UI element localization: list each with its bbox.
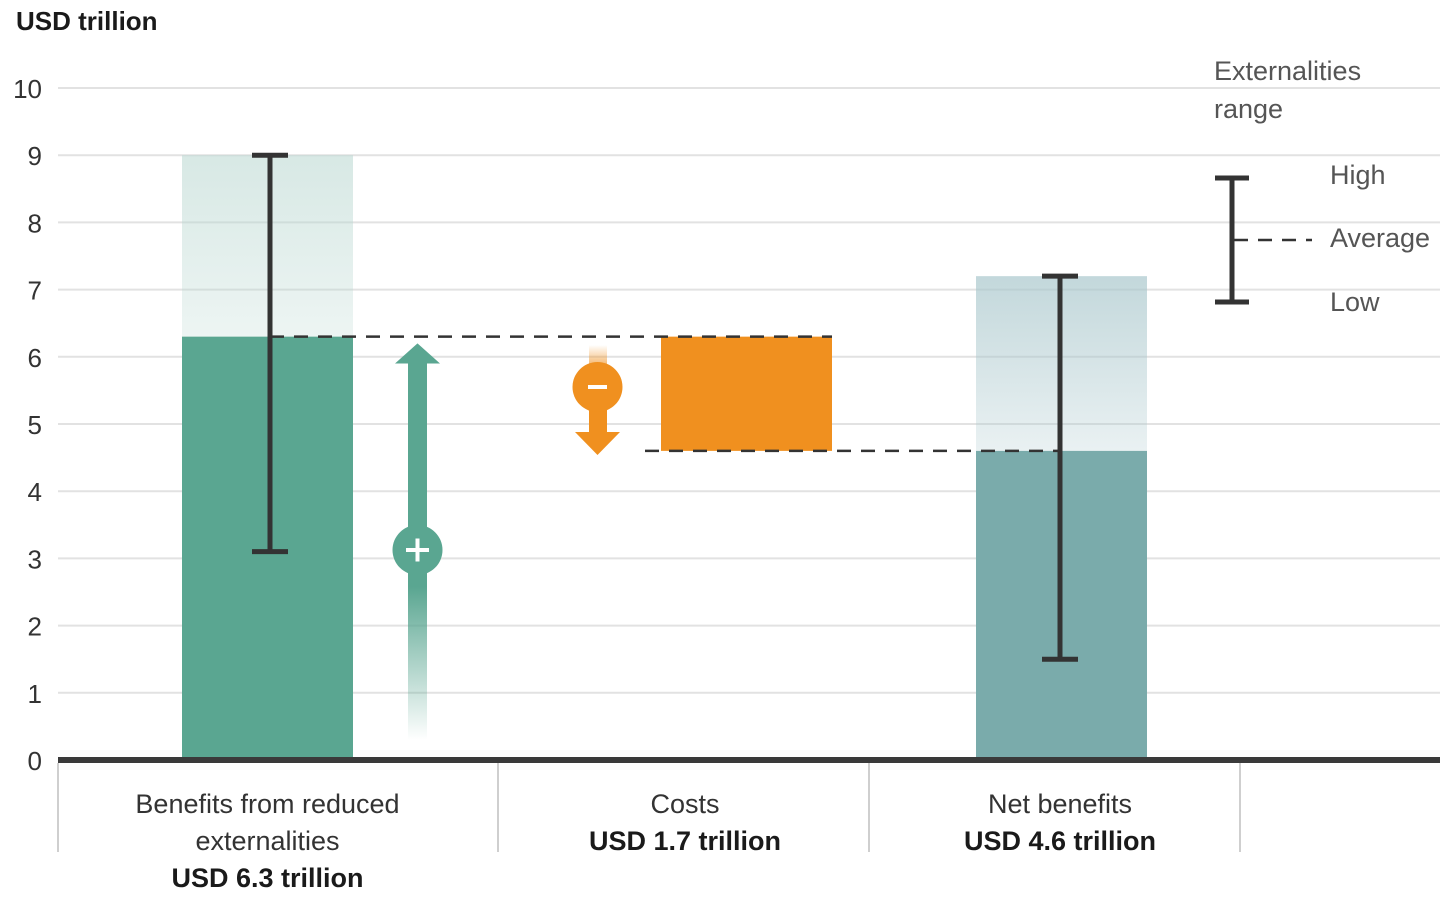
y-tick-label: 6 [28,343,42,373]
y-tick-label: 3 [28,544,42,574]
bar-costs [661,336,832,451]
legend-title: Externalities range [1214,56,1362,124]
y-tick-label: 8 [28,208,42,238]
y-tick-label: 0 [28,746,42,776]
category-name-net: Net benefits [987,789,1133,819]
y-tick-label: 7 [28,276,42,306]
y-tick-label: 1 [28,679,42,709]
y-axis-unit-label: USD trillion [16,6,158,36]
legend-item-high: High [1330,160,1386,190]
category-value-benefits: USD 6.3 trillion [171,863,364,893]
legend-item-low: Low [1330,287,1380,317]
category-value-net: USD 4.6 trillion [963,826,1157,856]
y-tick-label: 4 [28,477,42,507]
legend-item-average: Average [1330,223,1431,253]
y-tick-label: 2 [28,612,42,642]
y-tick-label: 9 [28,141,42,171]
category-label-costs: Costs USD 1.7 trillion [560,786,810,860]
category-name-benefits: Benefits from reduced externalities [135,789,400,856]
y-tick-label: 5 [28,410,42,440]
category-value-costs: USD 1.7 trillion [588,826,782,856]
category-name-costs: Costs [650,789,720,819]
arrow-down-head [575,432,620,455]
category-label-benefits: Benefits from reduced externalities USD … [110,786,425,897]
y-tick-label: 10 [13,74,42,104]
arrow-up-head [395,343,440,364]
category-label-net: Net benefits USD 4.6 trillion [930,786,1190,860]
